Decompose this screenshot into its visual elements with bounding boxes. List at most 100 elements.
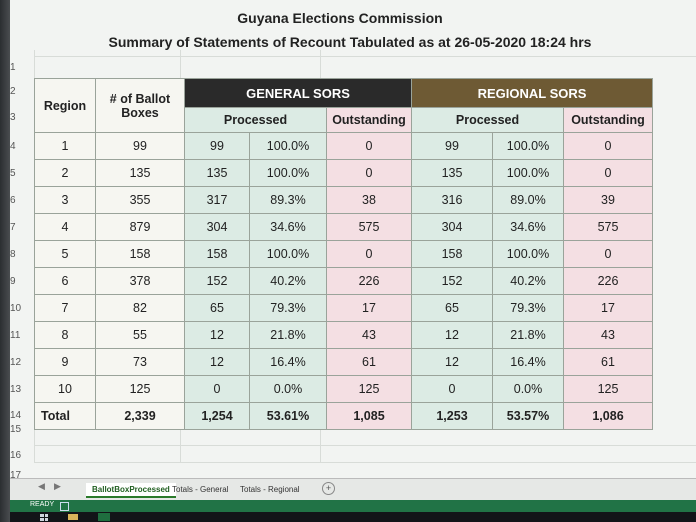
general-processed-count-cell[interactable]: 65 — [184, 294, 250, 322]
region-cell[interactable]: 2 — [34, 159, 96, 187]
general-processed-header[interactable]: Processed — [184, 107, 327, 133]
tab-totals-general[interactable]: Totals - General — [172, 485, 229, 494]
ballot-boxes-cell[interactable]: 378 — [95, 267, 185, 295]
macro-record-icon[interactable] — [60, 502, 69, 511]
regional-processed-percent-cell[interactable]: 40.2% — [492, 267, 564, 295]
row-number[interactable]: 11 — [10, 330, 21, 341]
regional-processed-count-cell[interactable]: 99 — [411, 132, 493, 160]
row-number[interactable]: 8 — [10, 249, 16, 260]
region-header[interactable]: Region — [34, 78, 96, 133]
row-number[interactable]: 7 — [10, 222, 16, 233]
ballot-boxes-cell[interactable]: 82 — [95, 294, 185, 322]
ballot-boxes-cell[interactable]: 55 — [95, 321, 185, 349]
tab-totals-regional[interactable]: Totals - Regional — [240, 485, 300, 494]
general-processed-count-cell[interactable]: 152 — [184, 267, 250, 295]
ballot-boxes-cell[interactable]: 73 — [95, 348, 185, 376]
regional-processed-count-cell[interactable]: 316 — [411, 186, 493, 214]
general-processed-count-cell[interactable]: 317 — [184, 186, 250, 214]
tab-scroll-left-icon[interactable]: ◀ — [38, 481, 45, 491]
regional-processed-percent-cell[interactable]: 100.0% — [492, 159, 564, 187]
regional-processed-count-cell[interactable]: 158 — [411, 240, 493, 268]
total-general-outstanding-cell[interactable]: 1,085 — [326, 402, 412, 430]
general-processed-percent-cell[interactable]: 100.0% — [249, 159, 327, 187]
region-cell[interactable]: 9 — [34, 348, 96, 376]
total-regional-processed-percent-cell[interactable]: 53.57% — [492, 402, 564, 430]
row-number[interactable]: 5 — [10, 168, 16, 179]
regional-processed-count-cell[interactable]: 12 — [411, 321, 493, 349]
regional-processed-header[interactable]: Processed — [411, 107, 564, 133]
tab-scroll-right-icon[interactable]: ▶ — [54, 481, 61, 491]
ballot-boxes-cell[interactable]: 158 — [95, 240, 185, 268]
row-number[interactable]: 13 — [10, 384, 22, 395]
row-number[interactable]: 14 — [10, 410, 22, 421]
regional-processed-count-cell[interactable]: 152 — [411, 267, 493, 295]
regional-processed-percent-cell[interactable]: 89.0% — [492, 186, 564, 214]
regional-processed-percent-cell[interactable]: 100.0% — [492, 132, 564, 160]
regional-outstanding-cell[interactable]: 39 — [563, 186, 653, 214]
general-processed-percent-cell[interactable]: 100.0% — [249, 240, 327, 268]
general-processed-percent-cell[interactable]: 21.8% — [249, 321, 327, 349]
row-number[interactable]: 15 — [10, 424, 22, 435]
regional-processed-count-cell[interactable]: 65 — [411, 294, 493, 322]
regional-processed-count-cell[interactable]: 135 — [411, 159, 493, 187]
regional-outstanding-cell[interactable]: 226 — [563, 267, 653, 295]
tab-ballot-box-processed[interactable]: BallotBoxProcessed — [86, 483, 176, 498]
general-outstanding-cell[interactable]: 125 — [326, 375, 412, 403]
regional-outstanding-cell[interactable]: 17 — [563, 294, 653, 322]
regional-processed-percent-cell[interactable]: 16.4% — [492, 348, 564, 376]
general-sors-header[interactable]: GENERAL SORS — [184, 78, 412, 108]
windows-start-icon[interactable] — [40, 514, 48, 521]
general-outstanding-cell[interactable]: 17 — [326, 294, 412, 322]
regional-outstanding-cell[interactable]: 0 — [563, 240, 653, 268]
regional-processed-count-cell[interactable]: 12 — [411, 348, 493, 376]
region-cell[interactable]: 8 — [34, 321, 96, 349]
regional-processed-percent-cell[interactable]: 0.0% — [492, 375, 564, 403]
general-processed-count-cell[interactable]: 99 — [184, 132, 250, 160]
row-number[interactable]: 12 — [10, 357, 22, 368]
total-ballot-boxes-cell[interactable]: 2,339 — [95, 402, 185, 430]
regional-outstanding-cell[interactable]: 575 — [563, 213, 653, 241]
general-outstanding-cell[interactable]: 0 — [326, 240, 412, 268]
general-processed-count-cell[interactable]: 158 — [184, 240, 250, 268]
ballot-boxes-cell[interactable]: 125 — [95, 375, 185, 403]
regional-processed-percent-cell[interactable]: 79.3% — [492, 294, 564, 322]
total-regional-outstanding-cell[interactable]: 1,086 — [563, 402, 653, 430]
regional-processed-percent-cell[interactable]: 21.8% — [492, 321, 564, 349]
ballot-boxes-cell[interactable]: 99 — [95, 132, 185, 160]
row-number[interactable]: 10 — [10, 303, 22, 314]
region-cell[interactable]: 3 — [34, 186, 96, 214]
region-cell[interactable]: 5 — [34, 240, 96, 268]
regional-outstanding-cell[interactable]: 43 — [563, 321, 653, 349]
ballot-boxes-cell[interactable]: 879 — [95, 213, 185, 241]
general-outstanding-cell[interactable]: 0 — [326, 159, 412, 187]
excel-taskbar-icon[interactable] — [98, 513, 110, 521]
total-regional-processed-count-cell[interactable]: 1,253 — [411, 402, 493, 430]
row-number[interactable]: 3 — [10, 112, 16, 123]
regional-outstanding-header[interactable]: Outstanding — [563, 107, 653, 133]
general-processed-percent-cell[interactable]: 34.6% — [249, 213, 327, 241]
ballot-boxes-cell[interactable]: 355 — [95, 186, 185, 214]
regional-outstanding-cell[interactable]: 61 — [563, 348, 653, 376]
regional-sors-header[interactable]: REGIONAL SORS — [411, 78, 653, 108]
general-outstanding-cell[interactable]: 43 — [326, 321, 412, 349]
regional-processed-count-cell[interactable]: 304 — [411, 213, 493, 241]
total-label-cell[interactable]: Total — [34, 402, 96, 430]
general-outstanding-cell[interactable]: 226 — [326, 267, 412, 295]
regional-processed-percent-cell[interactable]: 34.6% — [492, 213, 564, 241]
row-number[interactable]: 2 — [10, 86, 16, 97]
general-outstanding-cell[interactable]: 0 — [326, 132, 412, 160]
row-number[interactable]: 4 — [10, 141, 16, 152]
region-cell[interactable]: 6 — [34, 267, 96, 295]
general-outstanding-cell[interactable]: 61 — [326, 348, 412, 376]
region-cell[interactable]: 7 — [34, 294, 96, 322]
regional-processed-percent-cell[interactable]: 100.0% — [492, 240, 564, 268]
general-processed-count-cell[interactable]: 304 — [184, 213, 250, 241]
total-general-processed-percent-cell[interactable]: 53.61% — [249, 402, 327, 430]
general-processed-percent-cell[interactable]: 89.3% — [249, 186, 327, 214]
row-number[interactable]: 1 — [10, 62, 16, 73]
region-cell[interactable]: 1 — [34, 132, 96, 160]
general-processed-count-cell[interactable]: 12 — [184, 321, 250, 349]
general-processed-percent-cell[interactable]: 0.0% — [249, 375, 327, 403]
general-processed-percent-cell[interactable]: 100.0% — [249, 132, 327, 160]
regional-processed-count-cell[interactable]: 0 — [411, 375, 493, 403]
